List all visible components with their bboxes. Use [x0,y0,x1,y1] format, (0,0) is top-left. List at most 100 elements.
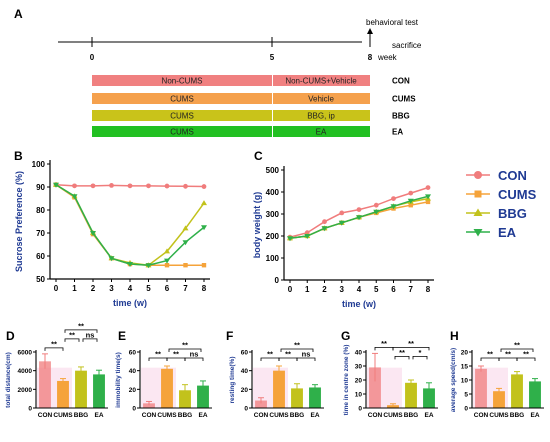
x-tick-label: CON [142,412,157,419]
legend-marker-EA [473,229,483,237]
x-tick-label: CUMS [53,412,73,419]
bar-EA [93,374,105,408]
bar-CON [39,361,51,408]
x-tick-label: EA [198,412,207,419]
significance-label: ** [381,339,387,348]
significance-bracket [392,347,430,351]
x-tick-label: BBG [74,412,88,419]
bar-BBG [179,390,191,408]
panel-g: G CON CUMS BBG EA 0 10 20 30 40 time in centre zon… [341,329,438,419]
panel-b: B 50 60 70 80 90 100 0 1 2 3 4 5 6 7 8 time (w) Sucrose P… [14,149,210,308]
significance-bracket [516,357,536,361]
timeline-bar-CUMS [273,93,370,104]
series-line-CUMS [55,184,204,266]
panel-letter: G [341,329,350,343]
timeline-group-label: BBG [392,112,410,121]
bar-BBG [291,388,303,408]
bar-BBG [405,382,417,408]
panel-letter: C [254,149,263,163]
timeline-bar-CON [273,75,370,86]
panel-letter: B [14,149,23,163]
y-tick-label: 40 [129,368,137,375]
significance-label: ns [86,330,95,339]
significance-bracket [82,338,98,342]
bar-CON [255,400,267,408]
significance-label: ns [302,350,311,359]
significance-label: ** [285,350,291,359]
legend: CON CUMS BBG EA [466,168,537,240]
x-tick-label: 3 [109,284,114,293]
y-tick-label: 80 [36,206,45,215]
panel-letter: F [226,329,233,343]
y-axis-label: time in centre zone (%) [343,345,350,416]
bar-CON [369,367,381,408]
timeline-event-label: sacrifice [392,41,422,50]
significance-bracket [64,338,80,342]
bar-EA [309,387,321,408]
data-point-CON [201,184,207,189]
timeline-bar-label: CUMS [170,112,194,121]
y-axis-label: resting time(%) [229,357,236,404]
data-point-EA [71,194,78,200]
significance-label: ns [190,350,199,359]
timeline-bar-label: Non-CUMS [162,77,203,86]
data-point-CON [373,202,379,208]
y-axis-label: immobility time(s) [115,352,122,408]
bar-CON [143,403,155,408]
data-point-EA [425,194,431,200]
significance-label: ** [78,321,84,330]
y-tick-label: 300 [266,210,280,219]
data-point-EA [407,198,414,204]
data-point-EA [53,182,59,188]
data-point-CON [183,183,188,189]
y-tick-label: 100 [266,254,280,263]
y-tick-label: 60 [129,350,137,357]
x-tick-label: CON [254,412,269,419]
data-point-BBG [182,225,189,231]
data-point-BBG [201,200,207,206]
x-tick-label: 0 [54,284,59,293]
data-point-CON [356,207,362,213]
y-tick-label: 4000 [18,368,33,375]
x-tick-label: CUMS [269,412,289,419]
timeline-tick-label: 0 [90,53,95,62]
panel-e: E CON CUMS BBG EA 0 20 40 60 immobility time(s) **… [115,329,212,419]
significance-label: * [419,348,422,357]
timeline-event-label: behavioral test [366,18,419,27]
data-point-CON [391,196,396,202]
y-tick-label: 40 [355,350,363,357]
y-tick-label: 10 [355,392,363,399]
arrow-up-icon [367,28,373,34]
y-tick-label: 20 [461,350,469,357]
x-tick-label: CON [368,412,383,419]
x-tick-label: BBG [404,412,418,419]
data-point-CON [127,183,133,189]
timeline-bar-label: EA [316,128,327,137]
data-point-EA [304,234,311,239]
x-tick-label: EA [310,412,319,419]
series-line-EA [55,184,205,266]
legend-marker-BBG [473,208,483,216]
panel-h: H CON CUMS BBG EA 0 5 10 15 20 average speed(cm/s)… [450,329,544,419]
x-tick-label: 3 [340,285,345,294]
bar-EA [423,388,435,408]
data-point-EA [182,240,189,246]
y-tick-label: 10 [461,378,469,385]
data-point-CUMS [164,263,170,268]
x-tick-label: BBG [510,412,524,419]
timeline-bar-EA [273,126,370,137]
bar-CUMS [161,368,173,408]
significance-label: ** [294,341,300,350]
x-tick-label: BBG [178,412,192,419]
y-tick-label: 500 [266,166,280,175]
x-tick-label: EA [424,412,433,419]
timeline-bar-CON [92,75,272,86]
data-point-CUMS [201,263,207,268]
y-tick-label: 20 [241,387,249,394]
x-tick-label: CUMS [157,412,177,419]
y-tick-label: 0 [132,406,136,413]
significance-label: ** [69,330,75,339]
y-tick-label: 0 [244,406,248,413]
timeline-tick-label: 5 [270,53,275,62]
x-tick-label: 6 [165,284,170,293]
